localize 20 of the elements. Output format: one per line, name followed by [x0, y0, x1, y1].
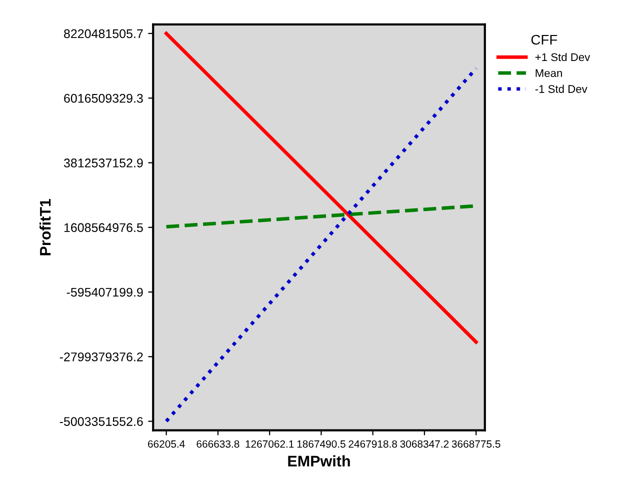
- x-tick-label: 3668775.5: [452, 440, 500, 448]
- y-tick-label: -2799379376.2: [60, 352, 143, 362]
- y-tick-label: 8220481505.7: [64, 29, 143, 38]
- y-axis-title: ProfitT1: [40, 198, 51, 256]
- legend-label: Mean: [536, 69, 562, 78]
- legend-label: -1 Std Dev: [535, 84, 588, 93]
- y-tick-label: 1608564976.5: [64, 223, 143, 232]
- x-tick-label: 1867490.5: [297, 440, 346, 448]
- legend-title: CFF: [531, 34, 558, 45]
- y-tick-label: 3812537152.9: [64, 158, 143, 168]
- x-axis-title: EMPwith: [288, 455, 350, 467]
- y-tick-label: -595407199.9: [66, 288, 143, 297]
- x-tick-label: 2467918.8: [348, 440, 397, 448]
- x-tick-label: 3068347.2: [400, 440, 449, 448]
- x-tick-label: 1267062.1: [246, 440, 294, 448]
- x-tick-label: 66205.4: [148, 440, 185, 448]
- y-tick-label: 6016509329.3: [64, 94, 143, 103]
- x-tick-label: 666633.8: [196, 440, 240, 448]
- y-tick-label: -5003351552.6: [60, 417, 143, 426]
- legend-label: +1 Std Dev: [535, 52, 590, 62]
